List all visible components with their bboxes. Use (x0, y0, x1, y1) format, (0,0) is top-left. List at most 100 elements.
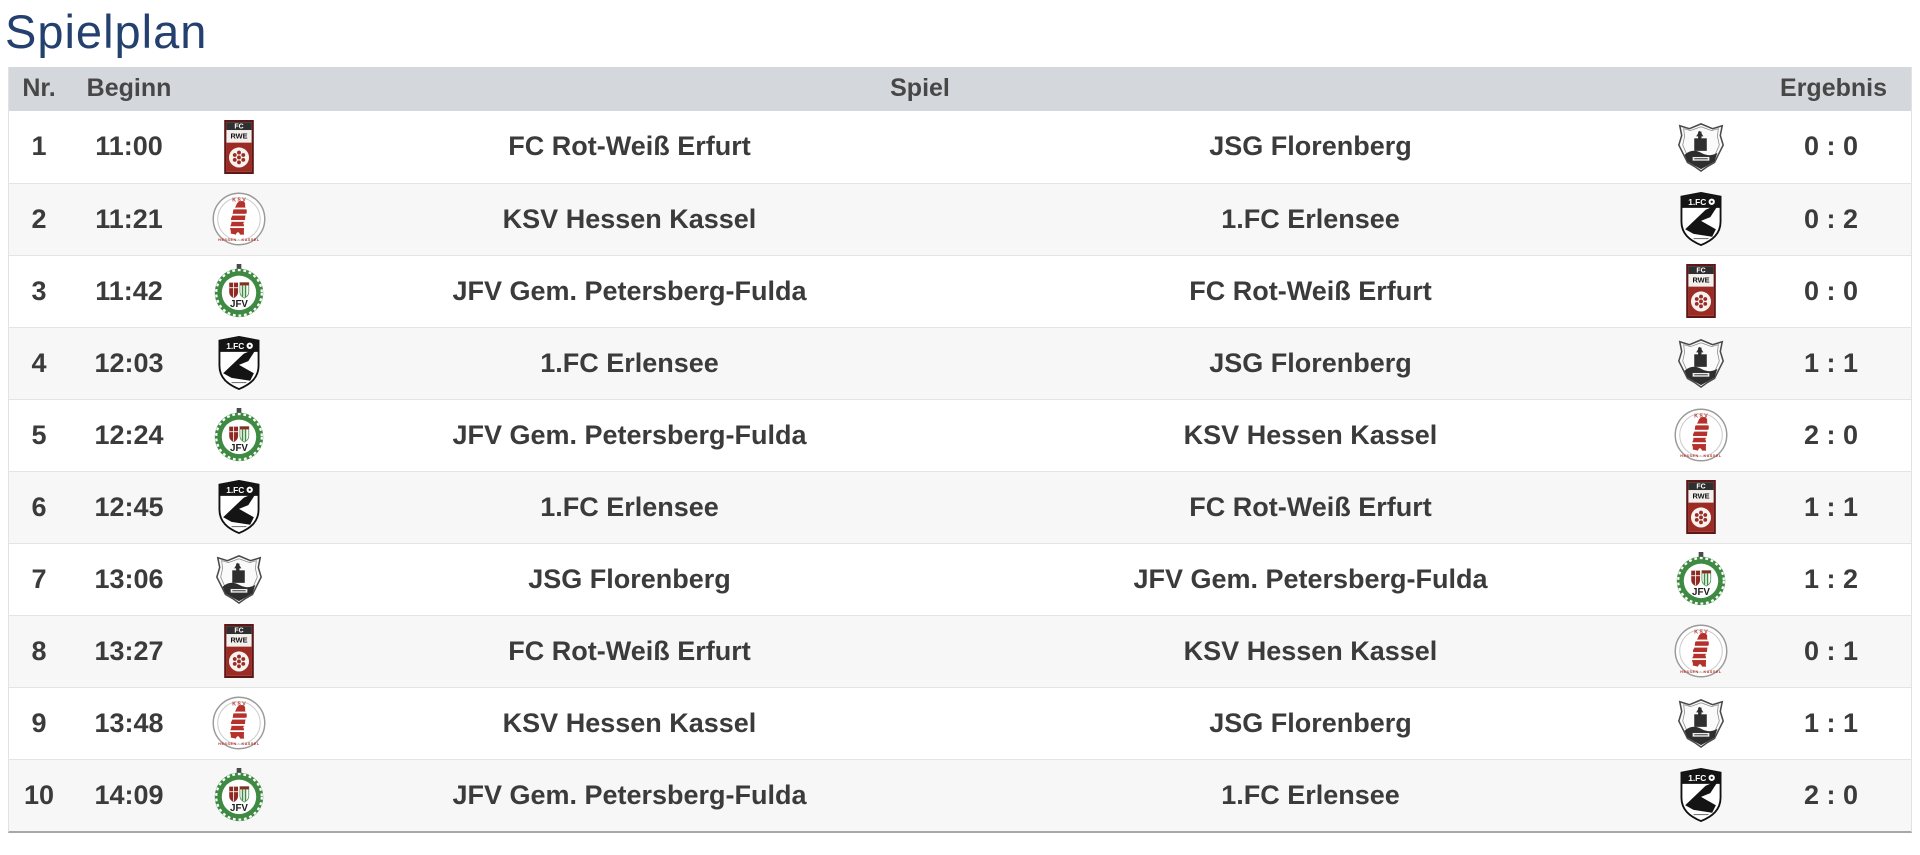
match-time: 14:09 (94, 779, 164, 810)
away-team-name: JFV Gem. Petersberg-Fulda (1133, 563, 1488, 594)
match-time: 13:06 (94, 563, 164, 594)
match-number: 3 (31, 275, 47, 306)
match-time: 11:42 (95, 275, 163, 306)
away-team-logo (1651, 768, 1751, 822)
match-pairing: KSV Hessen Kassel JSG Florenberg (189, 688, 1751, 759)
match-time: 11:00 (95, 131, 163, 162)
away-team-logo (1651, 120, 1751, 174)
schedule-table: Nr. Beginn Spiel Ergebnis 1 11:00 FC Rot… (8, 66, 1912, 833)
away-team-name: JSG Florenberg (1209, 347, 1412, 378)
team-logo-icon (212, 552, 266, 606)
team-logo-icon (212, 408, 266, 462)
home-team-logo (189, 768, 289, 822)
team-logo-icon (1674, 480, 1728, 534)
match-pairing: 1.FC Erlensee JSG Florenberg (189, 328, 1751, 399)
column-header-nr: Nr. (22, 74, 56, 103)
team-logo-icon (1674, 696, 1728, 750)
match-time: 13:27 (94, 635, 164, 666)
match-result: 0 : 2 (1803, 203, 1859, 234)
table-body: 1 11:00 FC Rot-Weiß Erfurt JSG Florenber… (9, 110, 1911, 831)
match-number: 6 (31, 491, 47, 522)
match-row: 3 11:42 JFV Gem. Petersberg-Fulda FC Rot… (9, 254, 1911, 327)
away-team-logo (1651, 480, 1751, 534)
match-pairing: JFV Gem. Petersberg-Fulda KSV Hessen Kas… (189, 400, 1751, 471)
home-team-logo (189, 408, 289, 462)
away-team-name: FC Rot-Weiß Erfurt (1189, 275, 1432, 306)
team-logo-icon (1674, 264, 1728, 318)
away-team-name: JSG Florenberg (1209, 131, 1412, 162)
away-team-name: FC Rot-Weiß Erfurt (1189, 491, 1432, 522)
team-logo-icon (212, 120, 266, 174)
home-team-name: JFV Gem. Petersberg-Fulda (452, 275, 807, 306)
home-team-name: KSV Hessen Kassel (502, 707, 757, 738)
match-time: 12:45 (94, 491, 164, 522)
match-row: 9 13:48 KSV Hessen Kassel JSG Florenberg… (9, 686, 1911, 759)
match-row: 1 11:00 FC Rot-Weiß Erfurt JSG Florenber… (9, 110, 1911, 183)
match-result: 1 : 1 (1803, 491, 1859, 522)
home-team-name: FC Rot-Weiß Erfurt (508, 635, 751, 666)
match-result: 2 : 0 (1803, 419, 1859, 450)
home-team-logo (189, 552, 289, 606)
team-logo-icon (1674, 192, 1728, 246)
match-pairing: FC Rot-Weiß Erfurt JSG Florenberg (189, 111, 1751, 183)
match-row: 5 12:24 JFV Gem. Petersberg-Fulda KSV He… (9, 398, 1911, 471)
table-header-row: Nr. Beginn Spiel Ergebnis (9, 66, 1911, 111)
match-number: 5 (31, 419, 47, 450)
team-logo-icon (212, 768, 266, 822)
match-number: 2 (31, 203, 47, 234)
home-team-logo (189, 624, 289, 678)
match-number: 8 (31, 635, 47, 666)
home-team-logo (189, 696, 289, 750)
match-row: 10 14:09 JFV Gem. Petersberg-Fulda 1.FC … (9, 758, 1911, 831)
match-number: 4 (31, 347, 47, 378)
match-pairing: FC Rot-Weiß Erfurt KSV Hessen Kassel (189, 616, 1751, 687)
column-header-spiel: Spiel (890, 74, 950, 103)
match-result: 1 : 2 (1803, 563, 1859, 594)
match-pairing: JFV Gem. Petersberg-Fulda FC Rot-Weiß Er… (189, 256, 1751, 327)
column-header-beginn: Beginn (86, 74, 172, 103)
away-team-logo (1651, 552, 1751, 606)
home-team-logo (189, 264, 289, 318)
away-team-logo (1651, 192, 1751, 246)
away-team-name: 1.FC Erlensee (1221, 203, 1400, 234)
away-team-logo (1651, 336, 1751, 390)
match-number: 7 (31, 563, 47, 594)
match-pairing: JSG Florenberg JFV Gem. Petersberg-Fulda (189, 544, 1751, 615)
team-logo-icon (212, 480, 266, 534)
away-team-name: JSG Florenberg (1209, 707, 1412, 738)
page-title: Spielplan (5, 5, 208, 58)
away-team-name: KSV Hessen Kassel (1183, 635, 1438, 666)
match-pairing: KSV Hessen Kassel 1.FC Erlensee (189, 184, 1751, 255)
away-team-logo (1651, 408, 1751, 462)
team-logo-icon (1674, 552, 1728, 606)
team-logo-icon (1674, 120, 1728, 174)
team-logo-icon (212, 336, 266, 390)
away-team-logo (1651, 264, 1751, 318)
home-team-logo (189, 336, 289, 390)
match-row: 7 13:06 JSG Florenberg JFV Gem. Petersbe… (9, 542, 1911, 615)
home-team-name: 1.FC Erlensee (540, 491, 719, 522)
match-row: 4 12:03 1.FC Erlensee JSG Florenberg 1 :… (9, 326, 1911, 399)
match-result: 0 : 0 (1803, 275, 1859, 306)
match-result: 2 : 0 (1803, 779, 1859, 810)
home-team-logo (189, 192, 289, 246)
team-logo-icon (1674, 408, 1728, 462)
away-team-logo (1651, 696, 1751, 750)
match-time: 12:24 (94, 419, 164, 450)
home-team-name: KSV Hessen Kassel (502, 203, 757, 234)
match-number: 1 (31, 131, 47, 162)
team-logo-icon (1674, 336, 1728, 390)
match-result: 0 : 1 (1803, 635, 1859, 666)
away-team-name: KSV Hessen Kassel (1183, 419, 1438, 450)
match-time: 13:48 (94, 707, 164, 738)
team-logo-icon (212, 192, 266, 246)
match-row: 2 11:21 KSV Hessen Kassel 1.FC Erlensee … (9, 182, 1911, 255)
match-pairing: 1.FC Erlensee FC Rot-Weiß Erfurt (189, 472, 1751, 543)
home-team-name: JSG Florenberg (528, 563, 731, 594)
match-row: 8 13:27 FC Rot-Weiß Erfurt KSV Hessen Ka… (9, 614, 1911, 687)
match-pairing: JFV Gem. Petersberg-Fulda 1.FC Erlensee (189, 760, 1751, 831)
team-logo-icon (212, 264, 266, 318)
home-team-name: JFV Gem. Petersberg-Fulda (452, 779, 807, 810)
away-team-name: 1.FC Erlensee (1221, 779, 1400, 810)
match-result: 0 : 0 (1803, 131, 1859, 162)
